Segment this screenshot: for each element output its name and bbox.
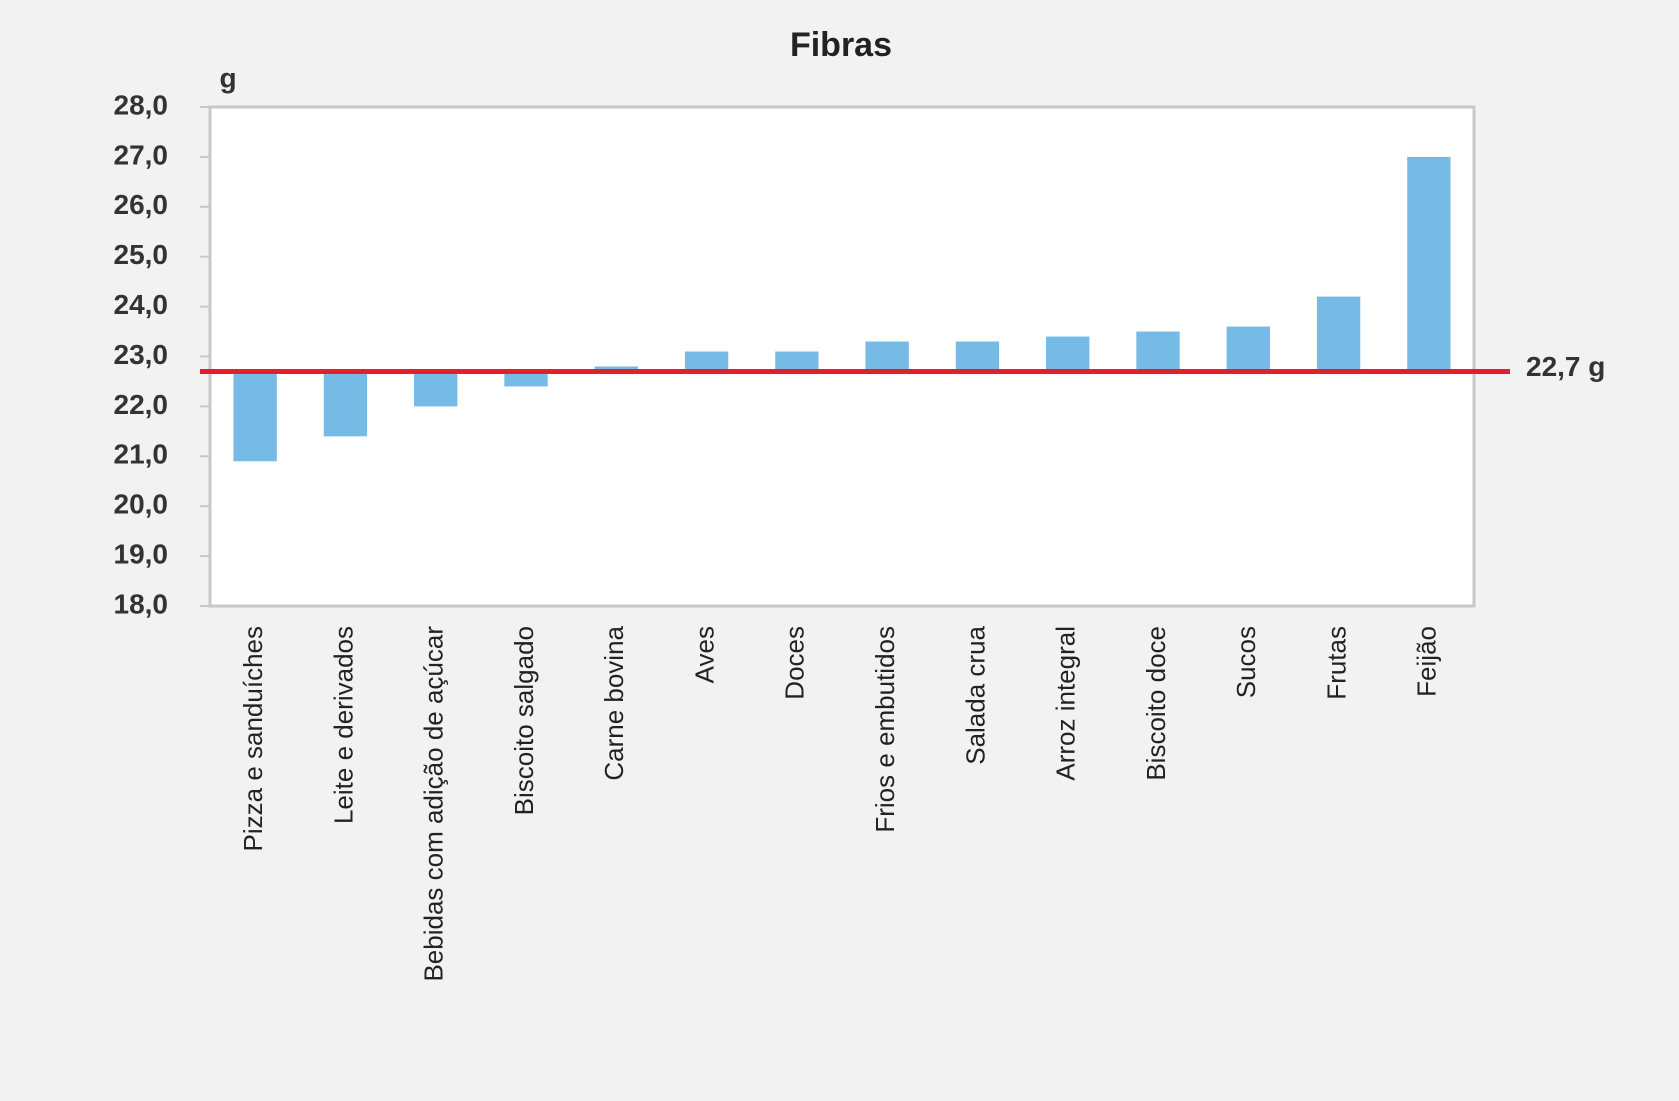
chart-title: Fibras <box>790 26 892 64</box>
bar <box>233 371 277 462</box>
y-tick-label: 19,0 <box>114 538 169 569</box>
y-tick-label: 26,0 <box>114 189 169 220</box>
bar <box>1226 326 1270 372</box>
bar <box>1136 331 1180 372</box>
y-tick-label: 27,0 <box>114 139 169 170</box>
x-tick-label: Biscoito salgado <box>509 626 539 815</box>
plot-area <box>208 105 1476 608</box>
bar <box>1407 156 1451 372</box>
x-tick-label: Pizza e sanduíches <box>238 626 268 851</box>
x-tick-label: Salada crua <box>960 625 990 764</box>
x-tick-label: Arroz integral <box>1051 626 1081 781</box>
x-tick-label: Sucos <box>1231 626 1261 698</box>
y-tick-label: 23,0 <box>114 339 169 370</box>
y-tick-label: 28,0 <box>114 89 169 120</box>
y-tick-label: 18,0 <box>114 588 169 619</box>
x-tick-label: Biscoito doce <box>1141 626 1171 781</box>
x-tick-label: Leite e derivados <box>328 626 358 824</box>
x-tick-label: Doces <box>780 626 810 700</box>
y-axis-label: g <box>219 62 236 93</box>
x-tick-label: Aves <box>689 626 719 683</box>
bar <box>1316 296 1361 372</box>
bar <box>414 371 458 407</box>
bar <box>323 371 368 437</box>
bar <box>684 351 729 372</box>
y-tick-label: 22,0 <box>114 389 169 420</box>
reference-label: 22,7 g <box>1526 351 1605 382</box>
x-tick-label: Bebidas com adição de açúcar <box>419 626 449 982</box>
bar <box>1046 336 1090 372</box>
bar <box>955 341 1000 372</box>
y-tick-label: 21,0 <box>114 439 169 470</box>
bar <box>865 341 909 372</box>
y-tick-label: 25,0 <box>114 239 169 270</box>
y-tick-label: 20,0 <box>114 489 169 520</box>
x-tick-label: Feijão <box>1412 626 1442 697</box>
y-tick-label: 24,0 <box>114 289 169 320</box>
bar <box>504 371 548 387</box>
x-tick-label: Frutas <box>1321 626 1351 700</box>
bar <box>775 351 819 372</box>
x-tick-label: Frios e embutidos <box>870 626 900 833</box>
x-tick-label: Carne bovina <box>599 625 629 780</box>
